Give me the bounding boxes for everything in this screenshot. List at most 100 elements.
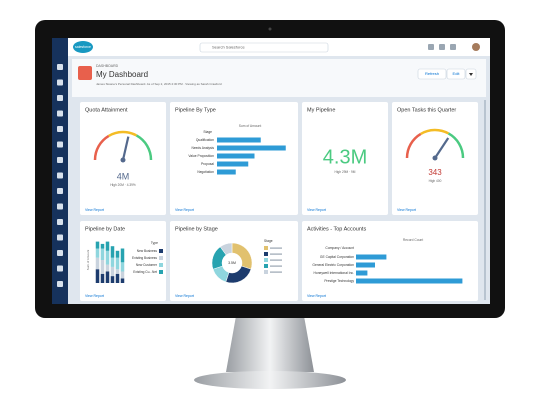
view-report-link[interactable]: View Report [175,208,194,212]
legend-swatch [159,263,163,267]
stacked-bar [120,248,125,263]
column-label: Company / Account [325,246,354,250]
stacked-bar [95,257,100,270]
nav-icon[interactable] [57,126,63,132]
row-label: Honeywell International Inc. [313,271,354,275]
logo [73,41,93,53]
card-title: Open Tasks this Quarter [397,107,456,113]
gauge-hub [120,157,126,163]
bar [356,278,463,284]
card [302,102,388,215]
bar [217,161,249,167]
card-title: Pipeline by Date [85,226,125,232]
gauge-band [405,132,422,159]
gauge-needle [434,137,450,159]
legend-swatch [264,258,268,262]
nav-icon[interactable] [57,250,63,256]
nav-icon[interactable] [57,110,63,117]
column-label: Stage [203,130,212,134]
side-nav [52,38,68,304]
legend-text-line [270,265,282,267]
legend-swatch [264,246,268,250]
stacked-bar [115,257,120,270]
stacked-bar [120,271,125,279]
nav-icon[interactable] [57,219,63,225]
card-title: My Pipeline [307,107,335,113]
nav-icon[interactable] [57,172,63,179]
card [170,221,298,301]
nav-icon[interactable] [57,64,63,70]
legend-swatch [159,249,163,253]
row-label: General Electric Corporation [312,263,354,267]
stacked-bar [105,250,110,265]
donut-segment [219,242,233,256]
search-box[interactable] [199,42,329,53]
stacked-bar [100,260,105,274]
camera [268,27,272,31]
nav-icon[interactable] [57,95,63,101]
top-icon[interactable] [428,44,434,50]
kpi-caption: High 29M · 9M [335,170,356,174]
page-title: My Dashboard [96,70,148,79]
top-icon[interactable] [439,44,445,50]
legend-label: New Customer [136,263,158,267]
stacked-bar [95,269,100,283]
nav-icon[interactable] [57,79,63,86]
axis-label: Sum of Amount [239,124,262,128]
stacked-bar [115,250,120,258]
bar [217,169,236,175]
gauge-needle [121,136,130,161]
card-title: Activities - Top Accounts [307,226,366,232]
refresh-label: Refresh [425,71,439,76]
view-report-link[interactable]: View Report [85,294,104,298]
bar [356,270,368,276]
nav-icon[interactable] [57,203,63,210]
gauge-band [93,134,110,161]
view-report-link[interactable]: View Report [85,208,104,212]
legend-title: Type [151,241,158,245]
axis-label: Record Count [403,238,423,242]
nav-icon[interactable] [57,281,63,287]
view-report-link[interactable]: View Report [307,294,326,298]
row-label: Negotiation [197,170,214,174]
gauge-band [447,132,465,159]
refresh-button[interactable] [417,68,447,80]
donut-center-label: 3.5M [228,261,236,265]
legend-swatch [264,264,268,268]
view-report-link[interactable]: View Report [307,208,326,212]
view-report-link[interactable]: View Report [175,294,194,298]
view-report-link[interactable]: View Report [397,208,416,212]
stacked-bar [110,257,115,267]
axis-label: Sum of Amount [86,250,90,271]
legend-text-line [270,253,282,255]
kpi-caption: High 400 [429,179,442,183]
gauge-band [108,130,138,138]
nav-icon[interactable] [57,234,63,241]
legend-title: Stage [264,239,273,243]
nav-icon[interactable] [57,188,63,194]
row-label: Value Proposition [188,154,214,158]
stacked-bar [95,241,100,249]
edit-button[interactable] [446,68,466,80]
top-icon[interactable] [450,44,456,50]
stacked-bar [115,269,120,274]
edit-label: Edit [453,71,461,76]
nav-icon[interactable] [57,157,63,163]
nav-icon[interactable] [57,265,63,272]
kpi-value: 343 [428,168,442,177]
stacked-bar [110,276,115,283]
kpi-value: 4.3M [323,146,367,168]
stacked-bar [110,246,115,258]
row-label: Qualification [196,138,214,142]
dashboard-header [72,59,486,97]
card-title: Quota Attainment [85,107,128,113]
legend-swatch [159,270,163,274]
legend-swatch [264,270,268,274]
gauge-hub [432,155,438,161]
avatar[interactable] [472,43,480,51]
nav-icon[interactable] [57,141,63,148]
stacked-bar [105,271,110,283]
search-placeholder: Search Salesforce [212,45,245,50]
gauge-band [135,134,153,161]
